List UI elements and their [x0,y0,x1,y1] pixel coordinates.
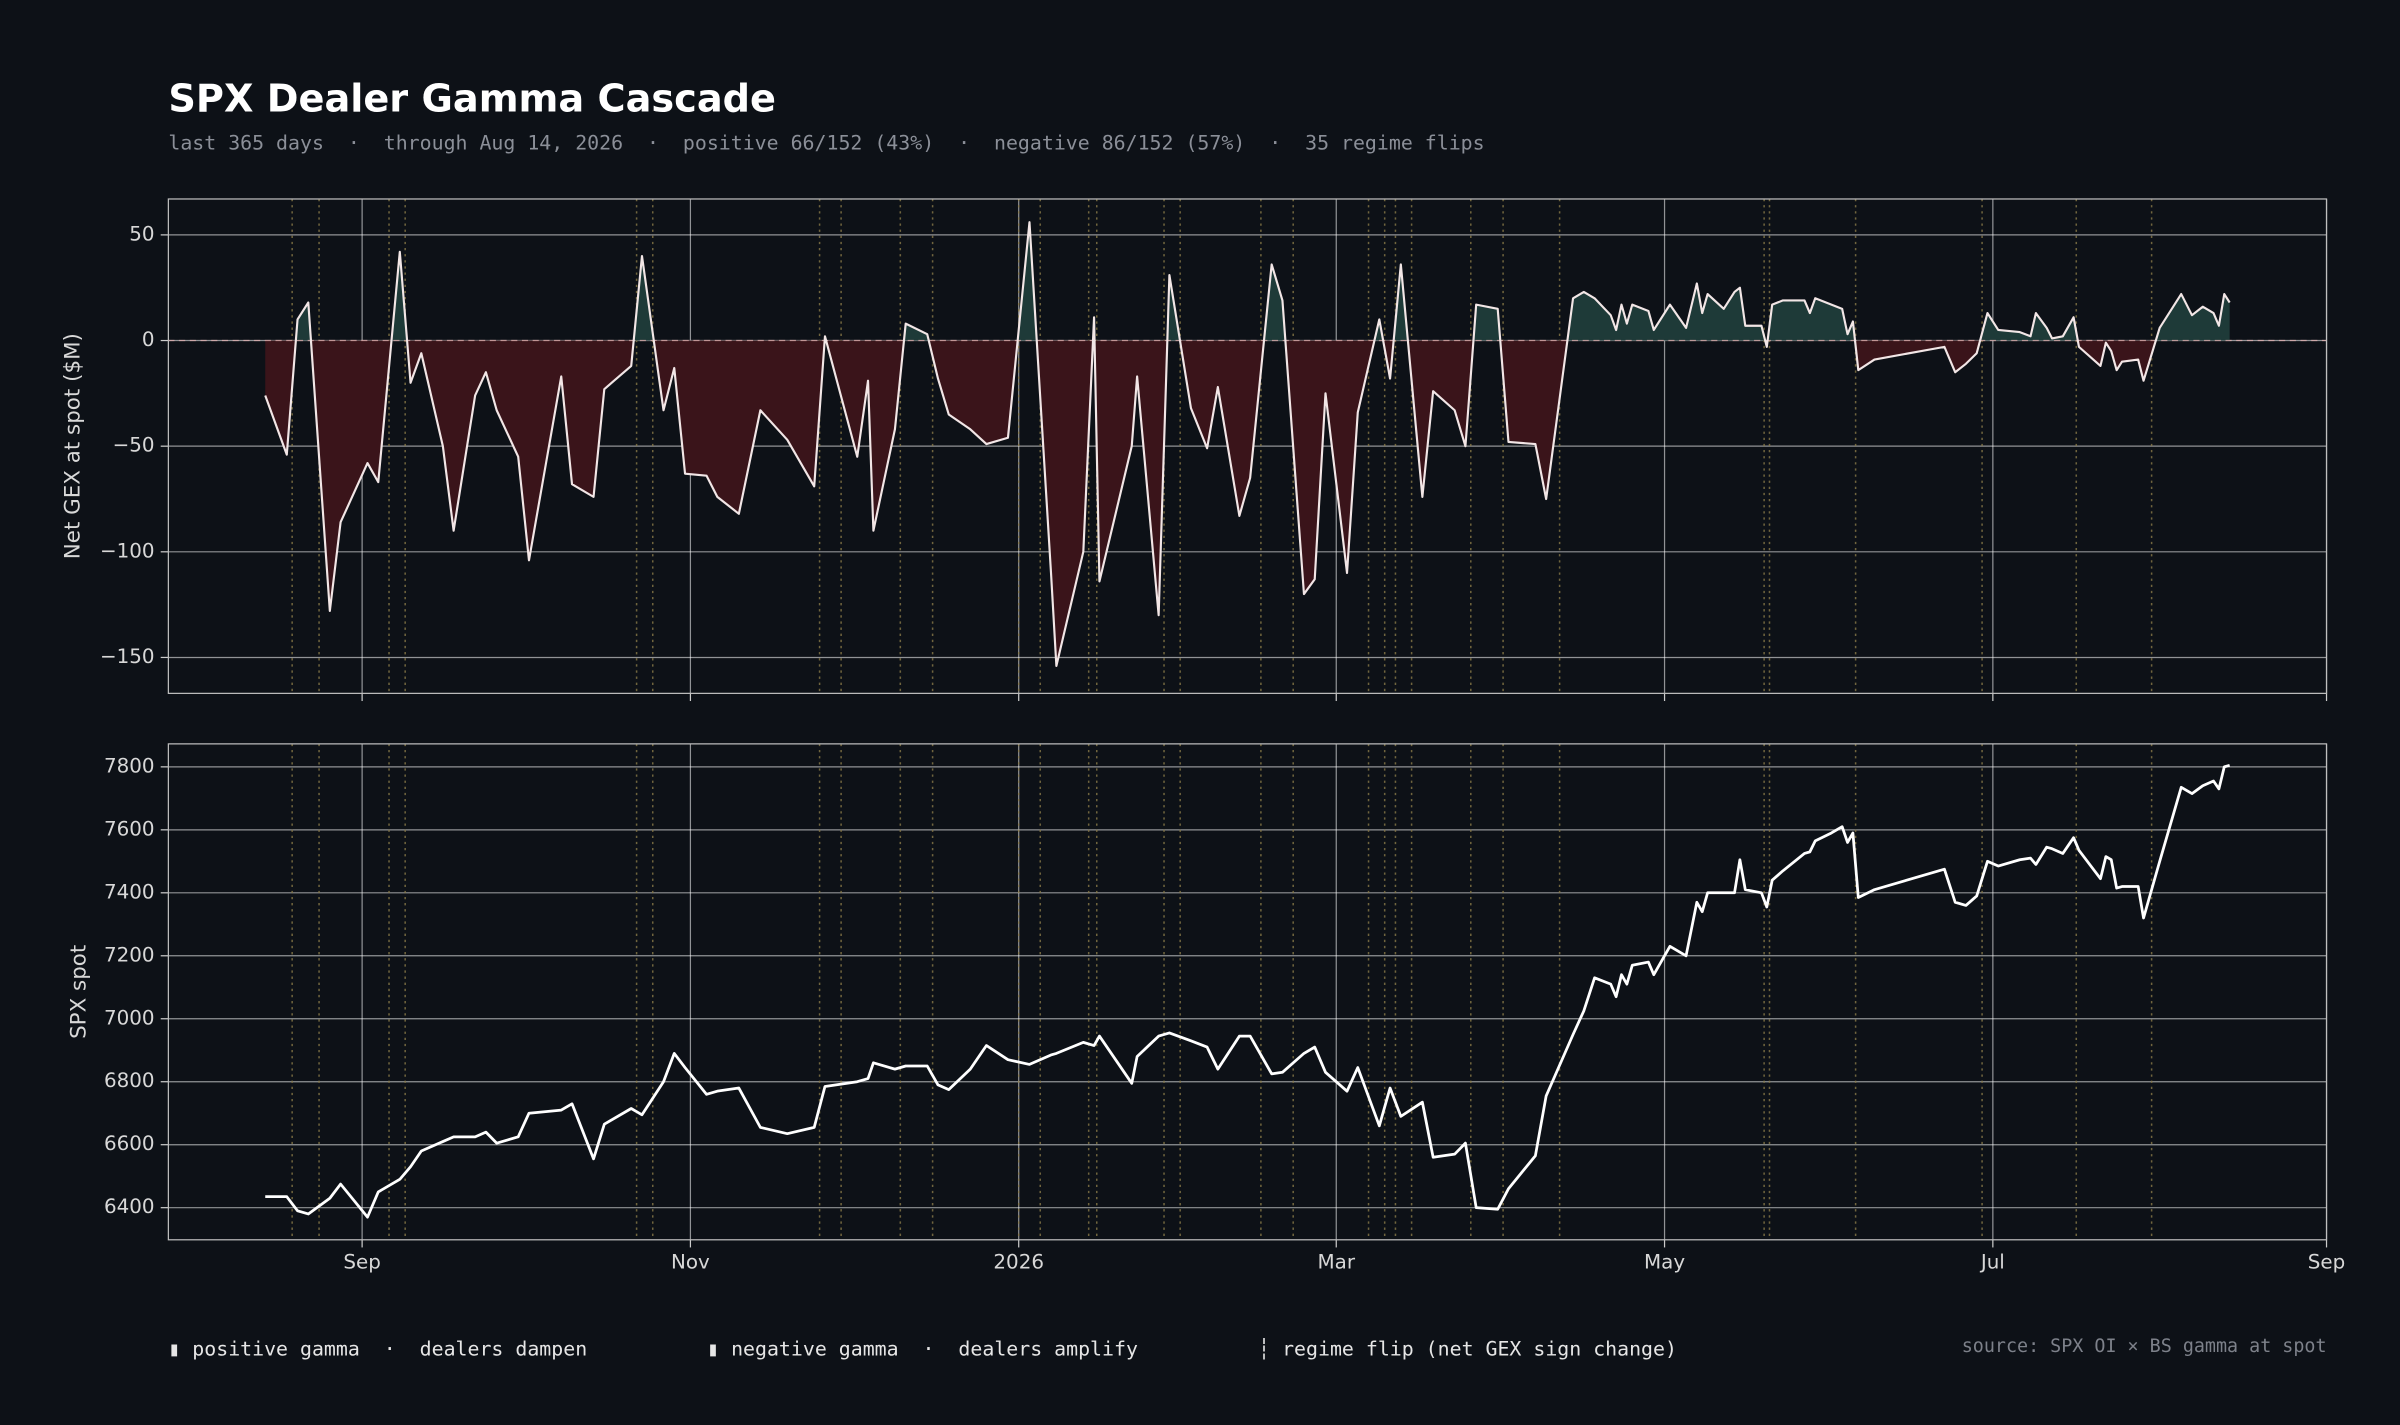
x-tick-label: Jul [1979,1250,2005,1273]
y-tick-label: 7600 [104,817,155,840]
x-tick-label: 2026 [993,1250,1044,1273]
y-tick-label: 7200 [104,943,155,966]
legend-item: ▮ positive gamma · dealers dampen [168,1338,587,1361]
y-tick-label: −100 [100,539,155,562]
y-tick-label: 7400 [104,880,155,903]
y-tick-label: 7000 [104,1006,155,1029]
y-axis-label: SPX spot [67,945,92,1039]
source-note: source: SPX OI × BS gamma at spot [1962,1336,2327,1357]
x-tick-label: Sep [2308,1250,2345,1273]
subtitle: last 365 days · through Aug 14, 2026 · p… [168,131,1484,154]
x-tick-label: Mar [1318,1250,1356,1273]
positive-area [295,222,2230,341]
x-tick-label: Sep [343,1250,380,1273]
plot-frame [167,198,2328,694]
y-tick-label: 6400 [104,1195,155,1218]
plot-frame [167,743,2328,1241]
y-tick-label: 6800 [104,1069,155,1092]
y-tick-label: 7800 [104,754,155,777]
legend-item: ▮ negative gamma · dealers amplify [707,1338,1138,1361]
x-tick-label: Nov [671,1250,710,1273]
title: SPX Dealer Gamma Cascade [168,77,776,122]
series-line [265,763,2231,1219]
y-tick-label: 6600 [104,1132,155,1155]
legend-item: ┆ regime flip (net GEX sign change) [1258,1338,1677,1361]
y-axis-label: Net GEX at spot ($M) [60,333,85,559]
y-tick-label: 50 [129,222,154,245]
y-tick-label: 0 [142,328,155,351]
y-tick-label: −50 [113,434,155,457]
x-tick-label: May [1644,1250,1685,1273]
negative-area [265,340,2230,666]
series-line [264,221,2231,667]
y-tick-label: −150 [100,645,155,668]
